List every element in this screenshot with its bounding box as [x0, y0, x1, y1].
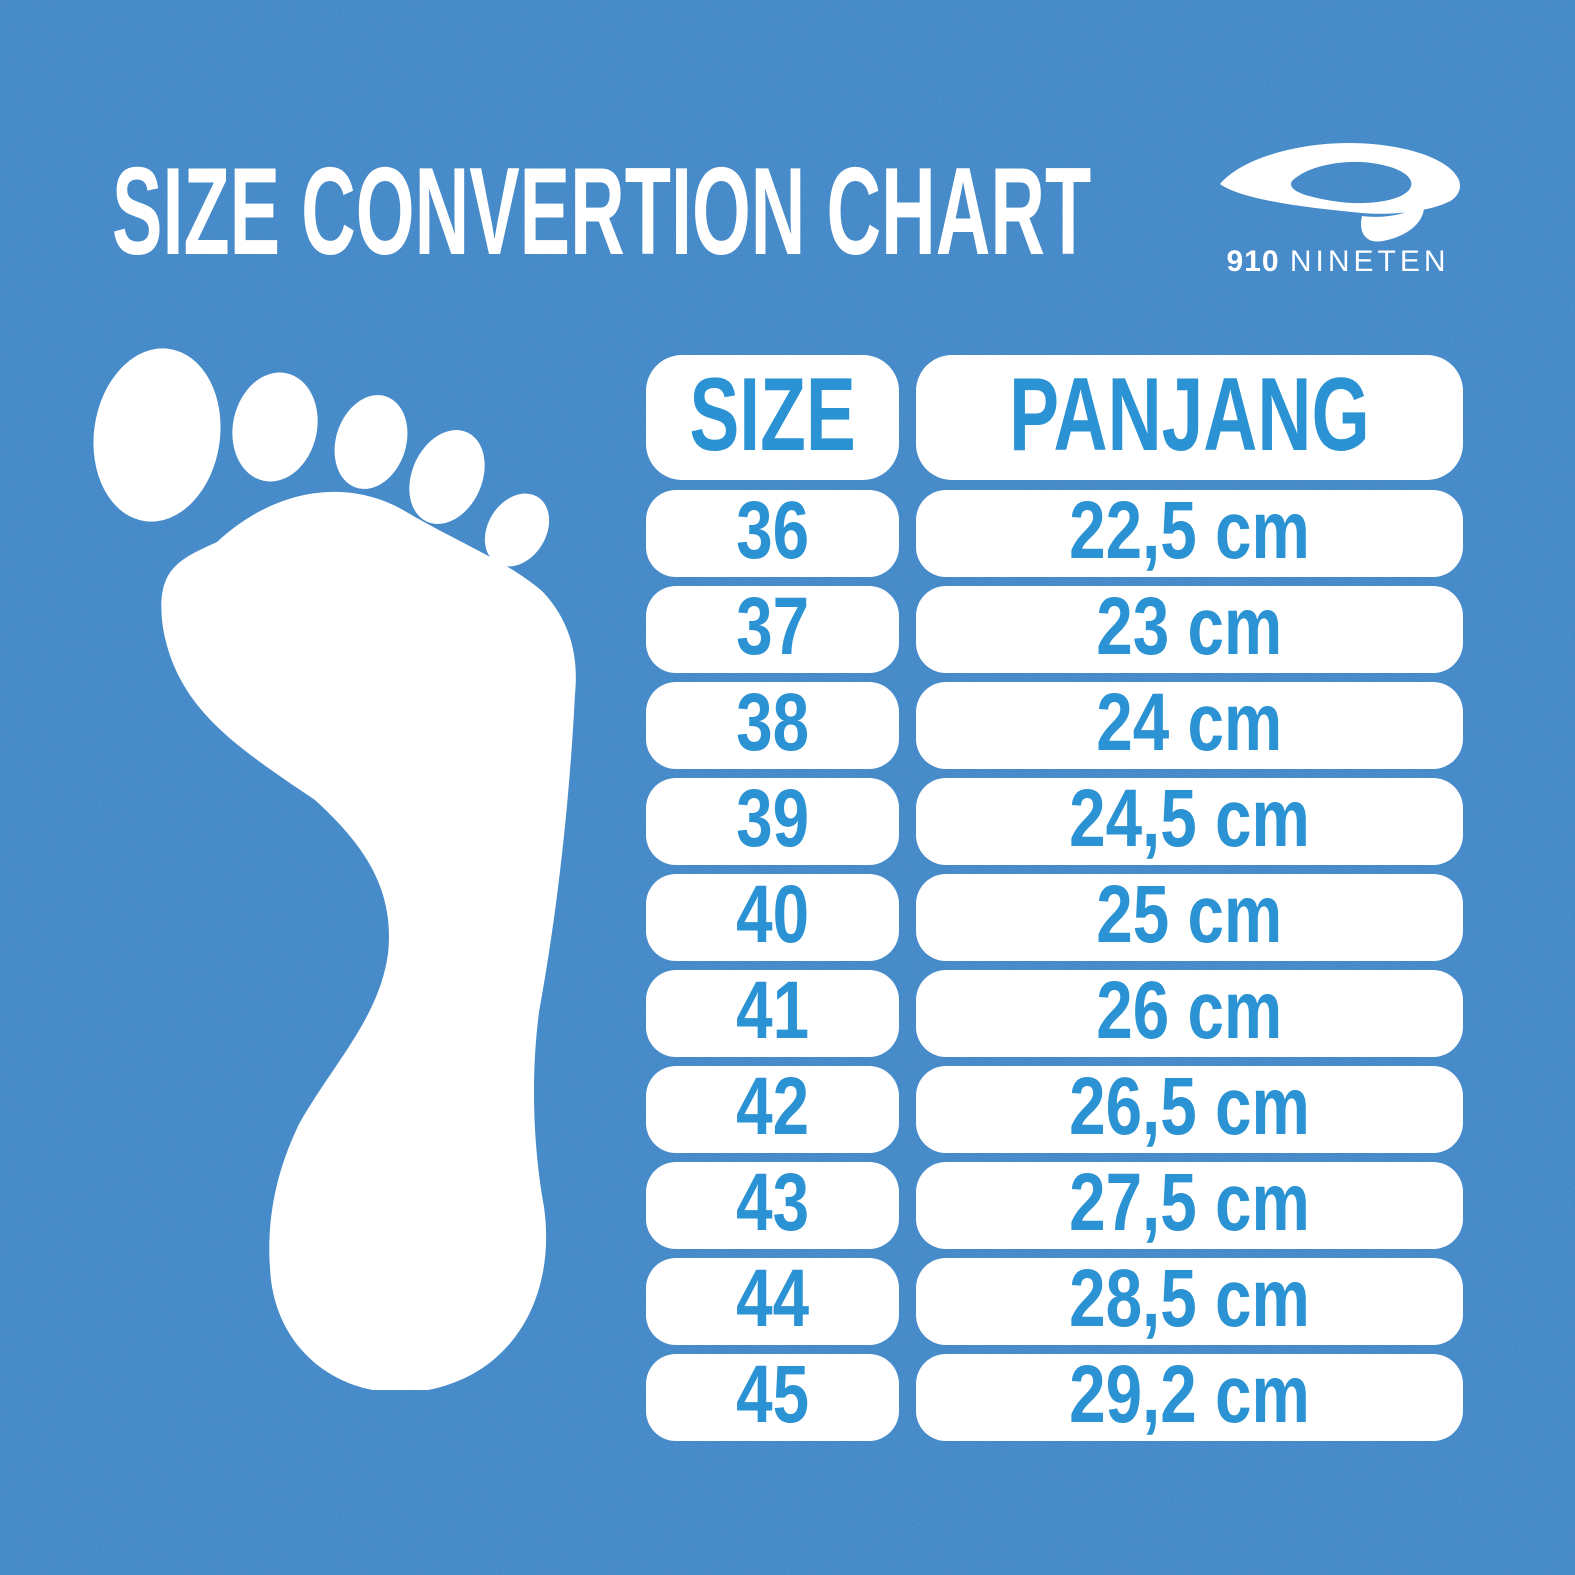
size-cell: 43	[646, 1157, 899, 1249]
length-value: 24,5 cm	[1069, 772, 1310, 864]
table-row: 38 24 cm	[646, 677, 1463, 769]
length-cell: 27,5 cm	[916, 1157, 1463, 1249]
size-value: 45	[736, 1348, 809, 1440]
table-header-row: SIZE PANJANG	[646, 355, 1463, 480]
header-size-label: SIZE	[689, 357, 856, 473]
length-value: 26 cm	[1096, 964, 1283, 1056]
length-cell: 25 cm	[916, 869, 1463, 961]
length-cell: 24,5 cm	[916, 773, 1463, 865]
page-title-text: SIZE CONVERTION CHART	[112, 143, 1092, 281]
table-row: 44 28,5 cm	[646, 1253, 1463, 1345]
length-value: 27,5 cm	[1069, 1156, 1310, 1248]
length-value: 29,2 cm	[1069, 1348, 1310, 1440]
size-cell: 37	[646, 581, 899, 673]
brand-wordmark: 910 NINETEN	[1212, 246, 1464, 278]
size-value: 43	[736, 1156, 809, 1248]
table-row: 45 29,2 cm	[646, 1349, 1463, 1441]
size-value: 37	[736, 580, 809, 672]
size-conversion-table: SIZE PANJANG 36 22,5 cm 37 23 cm 38 24 cm 39 24…	[646, 355, 1463, 1450]
size-value: 38	[736, 676, 809, 768]
length-cell: 29,2 cm	[916, 1349, 1463, 1441]
toe-3	[334, 395, 408, 489]
size-value: 36	[736, 484, 809, 576]
size-value: 40	[736, 868, 809, 960]
toe-5	[484, 493, 550, 567]
length-cell: 26 cm	[916, 965, 1463, 1057]
brand-number: 910	[1226, 245, 1280, 278]
size-cell: 40	[646, 869, 899, 961]
table-row: 43 27,5 cm	[646, 1157, 1463, 1249]
length-value: 25 cm	[1096, 868, 1283, 960]
table-row: 37 23 cm	[646, 581, 1463, 673]
length-value: 28,5 cm	[1069, 1252, 1310, 1344]
table-row: 40 25 cm	[646, 869, 1463, 961]
big-toe	[93, 348, 221, 522]
size-value: 41	[736, 964, 809, 1056]
size-cell: 36	[646, 485, 899, 577]
size-cell: 41	[646, 965, 899, 1057]
table-body: 36 22,5 cm 37 23 cm 38 24 cm 39 24,5 cm 40 25 cm 4…	[646, 485, 1463, 1441]
header-panjang-cell: PANJANG	[916, 355, 1463, 480]
size-cell: 45	[646, 1349, 899, 1441]
length-cell: 22,5 cm	[916, 485, 1463, 577]
page-title: SIZE CONVERTION CHART	[112, 150, 1575, 274]
length-value: 22,5 cm	[1069, 484, 1310, 576]
table-row: 39 24,5 cm	[646, 773, 1463, 865]
length-cell: 23 cm	[916, 581, 1463, 673]
nineten-swoosh-icon	[1220, 143, 1460, 242]
toe-4	[409, 430, 485, 524]
size-value: 42	[736, 1060, 809, 1152]
table-row: 41 26 cm	[646, 965, 1463, 1057]
size-value: 44	[736, 1252, 809, 1344]
size-value: 39	[736, 772, 809, 864]
header-size-cell: SIZE	[646, 355, 899, 480]
length-cell: 24 cm	[916, 677, 1463, 769]
length-cell: 28,5 cm	[916, 1253, 1463, 1345]
sole	[161, 491, 576, 1390]
size-cell: 39	[646, 773, 899, 865]
brand-logo: 910 NINETEN	[1212, 140, 1464, 290]
size-cell: 44	[646, 1253, 899, 1345]
length-cell: 26,5 cm	[916, 1061, 1463, 1153]
length-value: 26,5 cm	[1069, 1060, 1310, 1152]
size-cell: 38	[646, 677, 899, 769]
table-row: 36 22,5 cm	[646, 485, 1463, 577]
length-value: 24 cm	[1096, 676, 1283, 768]
length-value: 23 cm	[1096, 580, 1283, 672]
footprint-icon	[93, 348, 576, 1390]
table-row: 42 26,5 cm	[646, 1061, 1463, 1153]
size-cell: 42	[646, 1061, 899, 1153]
toe-2	[232, 372, 318, 482]
brand-name: NINETEN	[1289, 245, 1450, 278]
header-panjang-label: PANJANG	[1009, 357, 1370, 473]
